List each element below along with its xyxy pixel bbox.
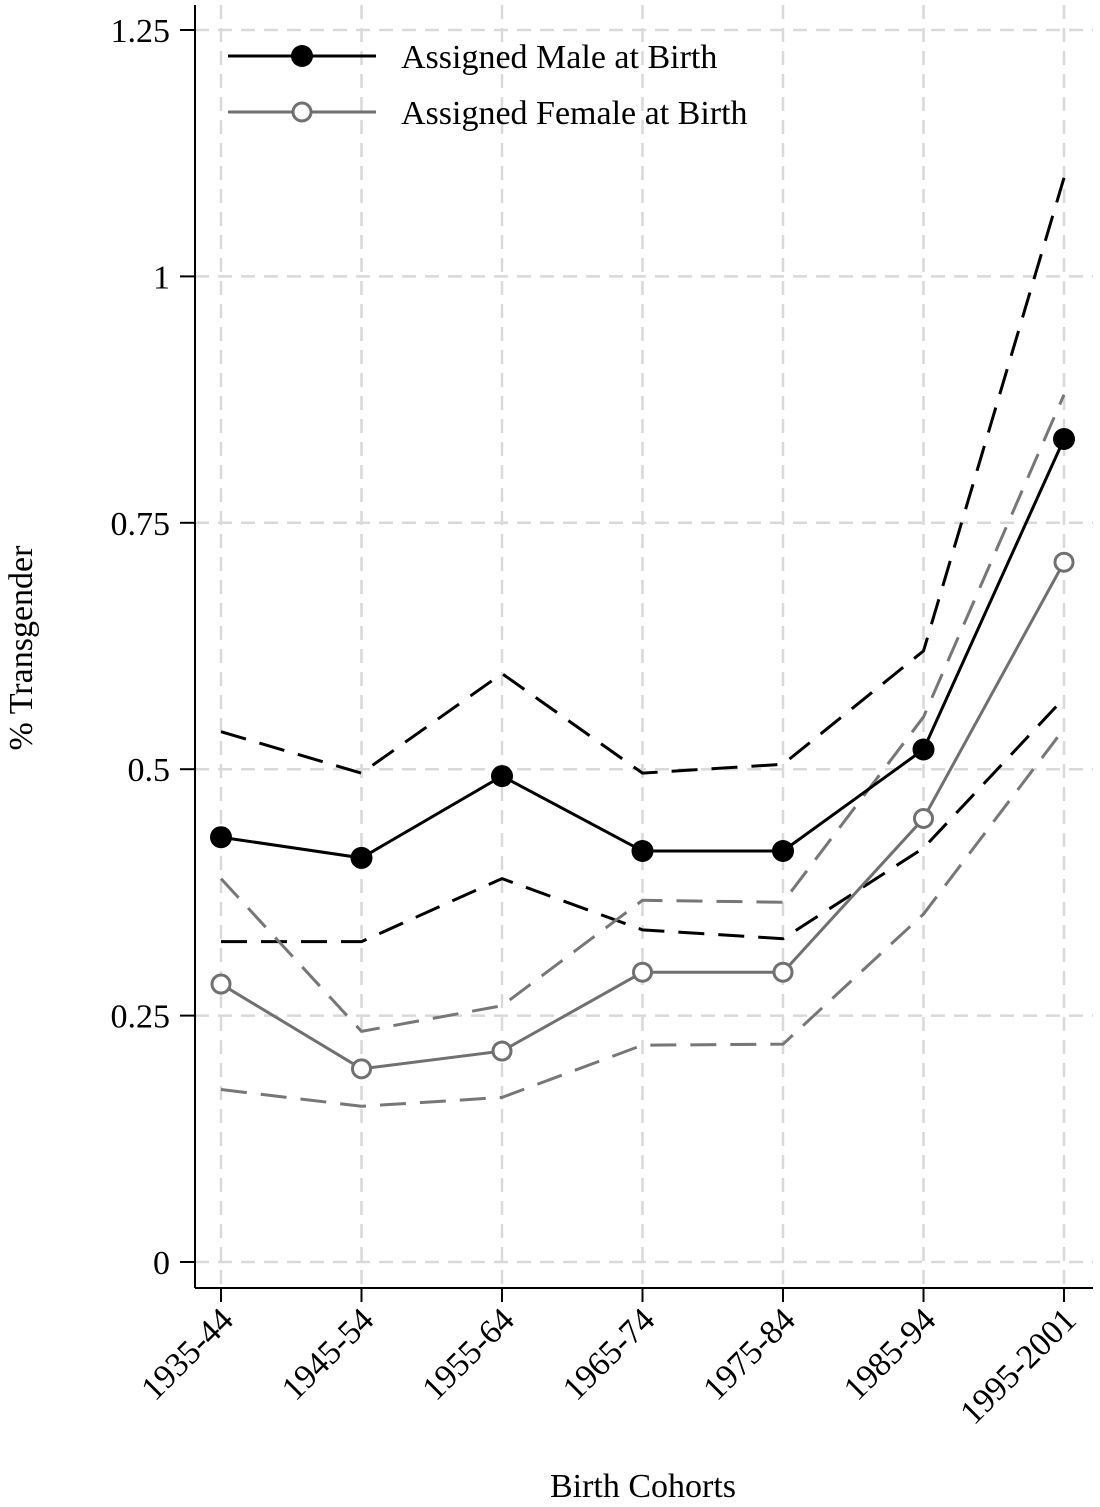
data-point — [632, 961, 653, 983]
ci-upper-line — [219, 394, 1066, 1033]
y-axis-title: % Transgender — [3, 545, 40, 751]
x-tick-label: 1935-44 — [134, 1301, 240, 1407]
y-tick-label: 0.25 — [111, 999, 171, 1036]
data-point — [772, 961, 794, 983]
legend-label: Assigned Male at Birth — [401, 39, 717, 76]
x-axis-ticks: 1935-44 1945-54 1955-64 1965-74 1975-84 1985-… — [134, 1288, 1084, 1432]
ci-upper-line — [220, 177, 1066, 775]
data-point — [772, 840, 794, 863]
data-point — [491, 1040, 513, 1062]
series-markers — [210, 428, 1075, 1080]
y-tick-label: 1.25 — [111, 13, 171, 50]
data-point — [631, 840, 654, 863]
data-point — [1053, 551, 1075, 573]
legend: Assigned Male at Birth Assigned Female at… — [228, 39, 748, 132]
legend-marker — [291, 101, 313, 123]
data-point — [351, 1058, 372, 1080]
y-tick-label: 0.5 — [128, 752, 171, 789]
y-tick-label: 0 — [153, 1245, 170, 1282]
y-tick-label: 1 — [153, 259, 170, 296]
ci-lower-line — [220, 727, 1066, 1108]
y-axis-ticks: 0 0.25 0.5 0.75 1 1.25 — [111, 13, 195, 1282]
x-tick-label: 1965-74 — [556, 1301, 662, 1407]
data-point — [210, 826, 232, 849]
x-tick-label: 1955-64 — [415, 1301, 521, 1407]
data-point — [210, 973, 232, 995]
x-tick-label: 1995-2001 — [953, 1301, 1083, 1431]
data-point — [350, 846, 373, 869]
x-tick-label: 1945-54 — [275, 1301, 381, 1407]
legend-label: Assigned Female at Birth — [401, 95, 748, 132]
x-axis-title: Birth Cohorts — [550, 1468, 736, 1505]
data-point — [1053, 428, 1075, 451]
x-tick-label: 1985-94 — [837, 1301, 943, 1407]
legend-marker — [291, 45, 313, 67]
data-point — [912, 738, 935, 761]
x-tick-label: 1975-84 — [696, 1301, 802, 1407]
data-point — [491, 765, 513, 788]
gridlines — [195, 5, 1093, 1288]
data-point — [913, 807, 934, 829]
ci-lower-line — [221, 697, 1066, 944]
y-tick-label: 0.75 — [111, 506, 171, 543]
confidence-interval-lines — [219, 177, 1066, 1108]
